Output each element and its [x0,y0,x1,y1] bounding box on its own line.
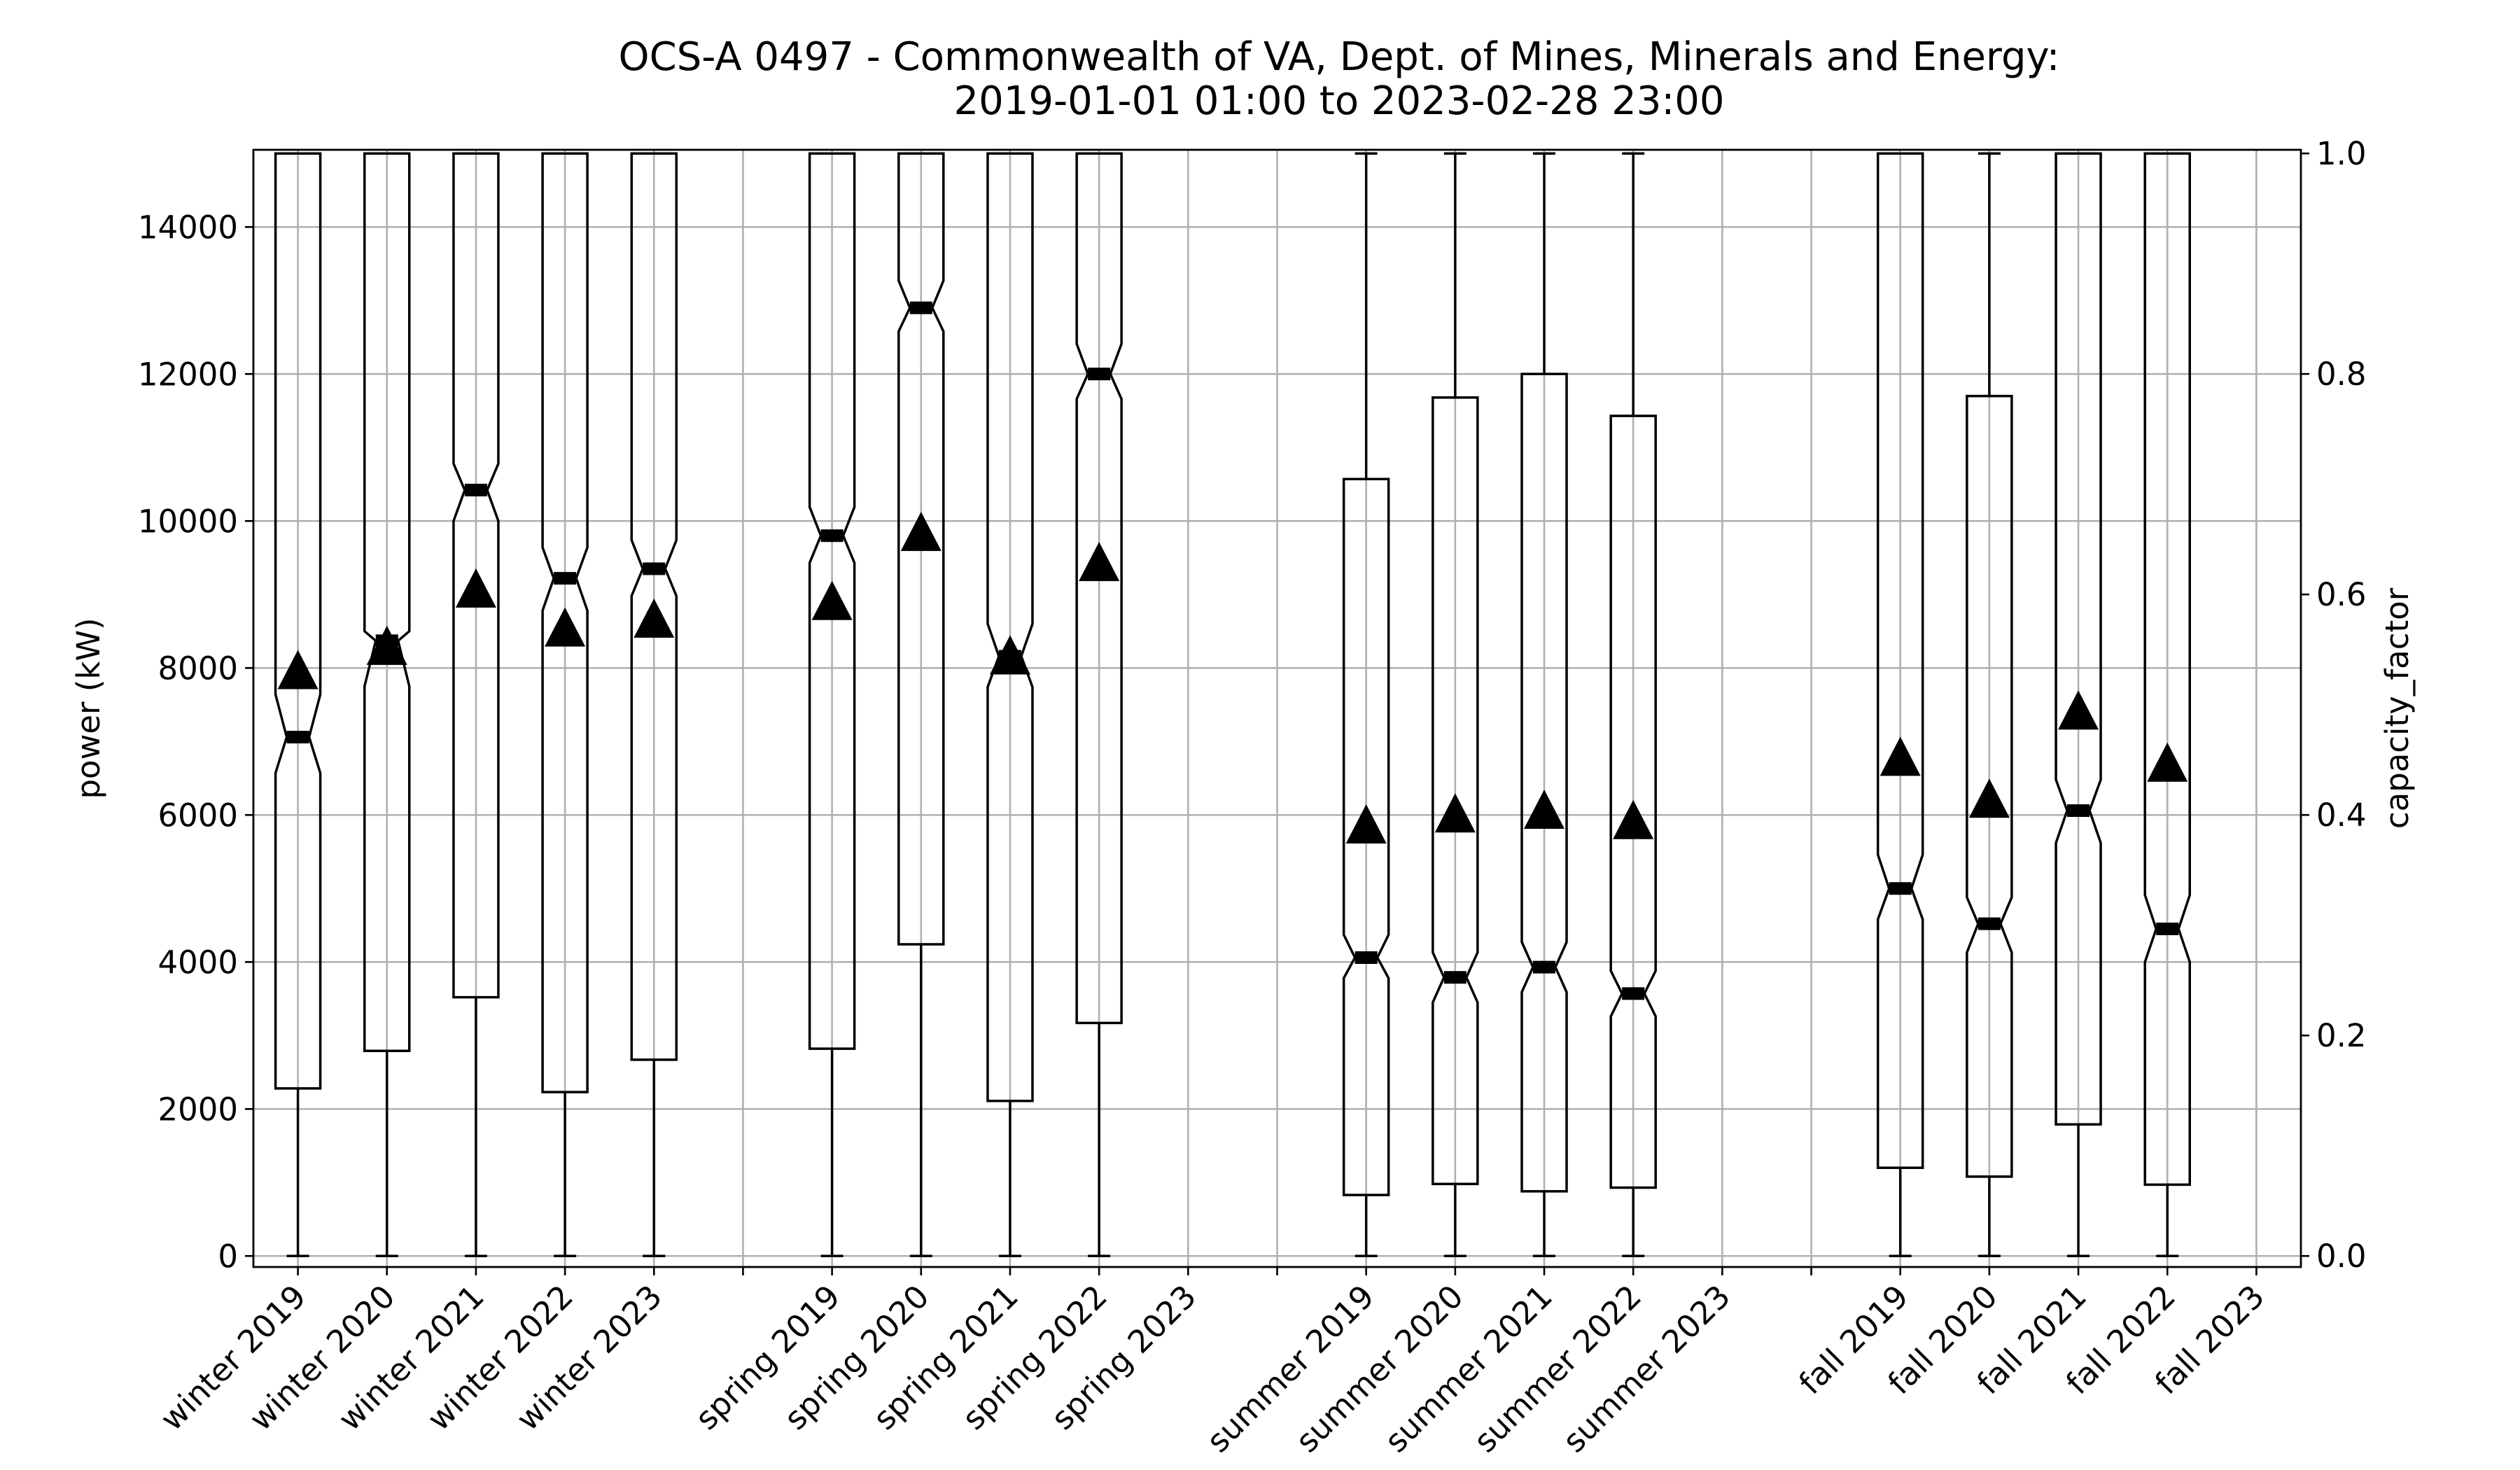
box-winter-2021 [452,152,500,1257]
y-axis-label-right: capacity_factor [2379,587,2416,829]
box-summer-2020 [1432,152,1479,1257]
box-body [2143,152,2191,1186]
mean-marker [2147,742,2188,782]
mean-marker [1345,804,1387,844]
y-tick-label: 10000 [138,503,238,540]
chart-title: OCS-A 0497 - Commonwealth of VA, Dept. o… [619,34,2060,80]
box-summer-2022 [1609,152,1657,1257]
box-spring-2019 [808,152,856,1257]
box-winter-2019 [274,152,322,1257]
box-body [808,152,856,1050]
y-tick-label: 0 [218,1238,238,1275]
mean-marker [1524,790,1565,829]
y-tick-label: 2000 [158,1091,238,1128]
box-fall-2019 [1876,152,1924,1257]
box-spring-2020 [897,152,945,1257]
box-body [1075,152,1123,1025]
y-right-tick-label: 0.0 [2316,1238,2367,1275]
box-fall-2022 [2143,152,2191,1257]
box-body [541,152,589,1093]
plot-frame [252,148,2302,1268]
box-spring-2021 [986,152,1034,1257]
box-winter-2022 [541,152,589,1257]
y-right-tick-label: 0.2 [2316,1017,2367,1054]
box-body [1876,152,1924,1169]
mean-marker [2058,690,2099,730]
mean-marker [1079,542,1120,582]
box-body [1609,414,1657,1189]
mean-marker [634,598,675,638]
y-axis-label: power (kW) [70,617,107,799]
box-body [1520,372,1568,1193]
mean-marker [989,635,1030,675]
box-summer-2019 [1342,152,1390,1257]
mean-marker [545,607,586,647]
box-body [897,152,945,946]
y-tick-label: 4000 [158,944,238,981]
box-body [2054,152,2102,1126]
box-winter-2023 [630,152,678,1257]
box-body [1966,395,2013,1178]
mean-marker [1879,736,1921,776]
box-layer [274,152,2191,1257]
box-body [1342,477,1390,1196]
y-right-tick-label: 0.8 [2316,356,2367,393]
box-body [630,152,678,1061]
y-tick-label: 8000 [158,650,238,687]
box-body [452,152,500,999]
mean-marker [455,568,496,608]
box-winter-2020 [363,152,411,1257]
mean-marker [277,650,318,690]
mean-marker [1968,778,2010,818]
y-right-tick-label: 0.6 [2316,576,2367,613]
grid-lines [253,150,2301,1267]
mean-marker [1434,793,1476,833]
mean-marker [1613,799,1654,839]
y-tick-label: 6000 [158,797,238,834]
box-fall-2020 [1966,152,2013,1257]
box-body [274,152,322,1090]
y-right-tick-label: 0.4 [2316,797,2367,834]
box-fall-2021 [2054,152,2102,1257]
mean-marker [366,625,407,665]
mean-marker [811,580,853,620]
mean-marker [900,512,941,552]
chart-subtitle: 2019-01-01 01:00 to 2023-02-28 23:00 [953,78,1724,124]
box-spring-2022 [1075,152,1123,1257]
box-body [1432,396,1479,1186]
y-tick-label: 14000 [138,209,238,246]
y-right-tick-label: 1.0 [2316,135,2367,172]
y-tick-label: 12000 [138,356,238,393]
box-summer-2021 [1520,152,1568,1257]
